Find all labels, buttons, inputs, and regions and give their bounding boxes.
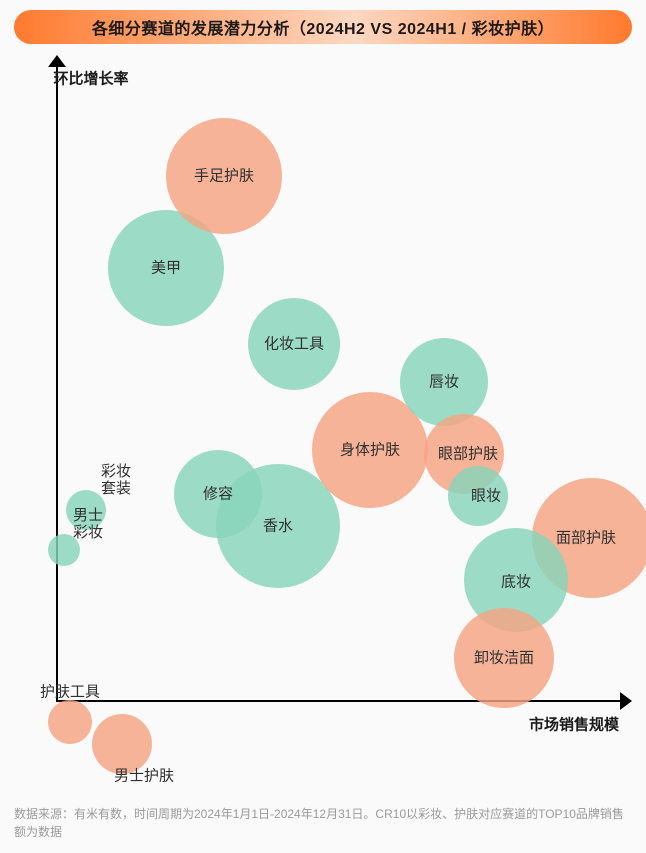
y-axis-label: 环比增长率 [53, 68, 128, 89]
bubble-label: 香水 [263, 517, 293, 534]
chart-title: 各细分赛道的发展潜力分析（2024H2 VS 2024H1 / 彩妆护肤） [92, 15, 554, 39]
chart-footer: 数据来源：有米有数，时间周期为2024年1月1日-2024年12月31日。CR1… [14, 805, 632, 841]
bubble-label: 眼妆 [471, 487, 501, 504]
bubble-label: 护肤工具 [40, 683, 100, 700]
footer-text: 数据来源：有米有数，时间周期为2024年1月1日-2024年12月31日。CR1… [14, 807, 624, 839]
bubble-label: 面部护肤 [556, 529, 616, 546]
bubble [92, 714, 152, 774]
bubble-label: 底妆 [501, 573, 531, 590]
chart-canvas: 各细分赛道的发展潜力分析（2024H2 VS 2024H1 / 彩妆护肤） 环比… [0, 0, 646, 853]
bubble-label: 美甲 [151, 259, 181, 276]
y-axis-line [56, 64, 58, 702]
plot-area: 环比增长率 市场销售规模 护肤工具男士护肤男士 彩妆彩妆 套装修容香水美甲手足护… [46, 64, 622, 776]
chart-title-bar: 各细分赛道的发展潜力分析（2024H2 VS 2024H1 / 彩妆护肤） [14, 10, 632, 44]
y-axis-arrow [48, 55, 66, 67]
bubble-label: 唇妆 [429, 373, 459, 390]
bubble-label: 眼部护肤 [438, 445, 498, 462]
bubble-label: 卸妆洁面 [474, 649, 534, 666]
bubble-label: 彩妆 套装 [101, 463, 131, 498]
x-axis-arrow [620, 692, 632, 710]
bubble-label: 身体护肤 [340, 441, 400, 458]
bubble-label: 化妆工具 [264, 335, 324, 352]
bubble-label: 男士护肤 [114, 767, 174, 784]
bubble [48, 700, 92, 744]
bubble-label: 手足护肤 [194, 167, 254, 184]
bubble-label: 男士 彩妆 [73, 507, 103, 542]
x-axis-line [56, 700, 622, 702]
x-axis-label: 市场销售规模 [529, 714, 619, 735]
bubble-label: 修容 [203, 485, 233, 502]
